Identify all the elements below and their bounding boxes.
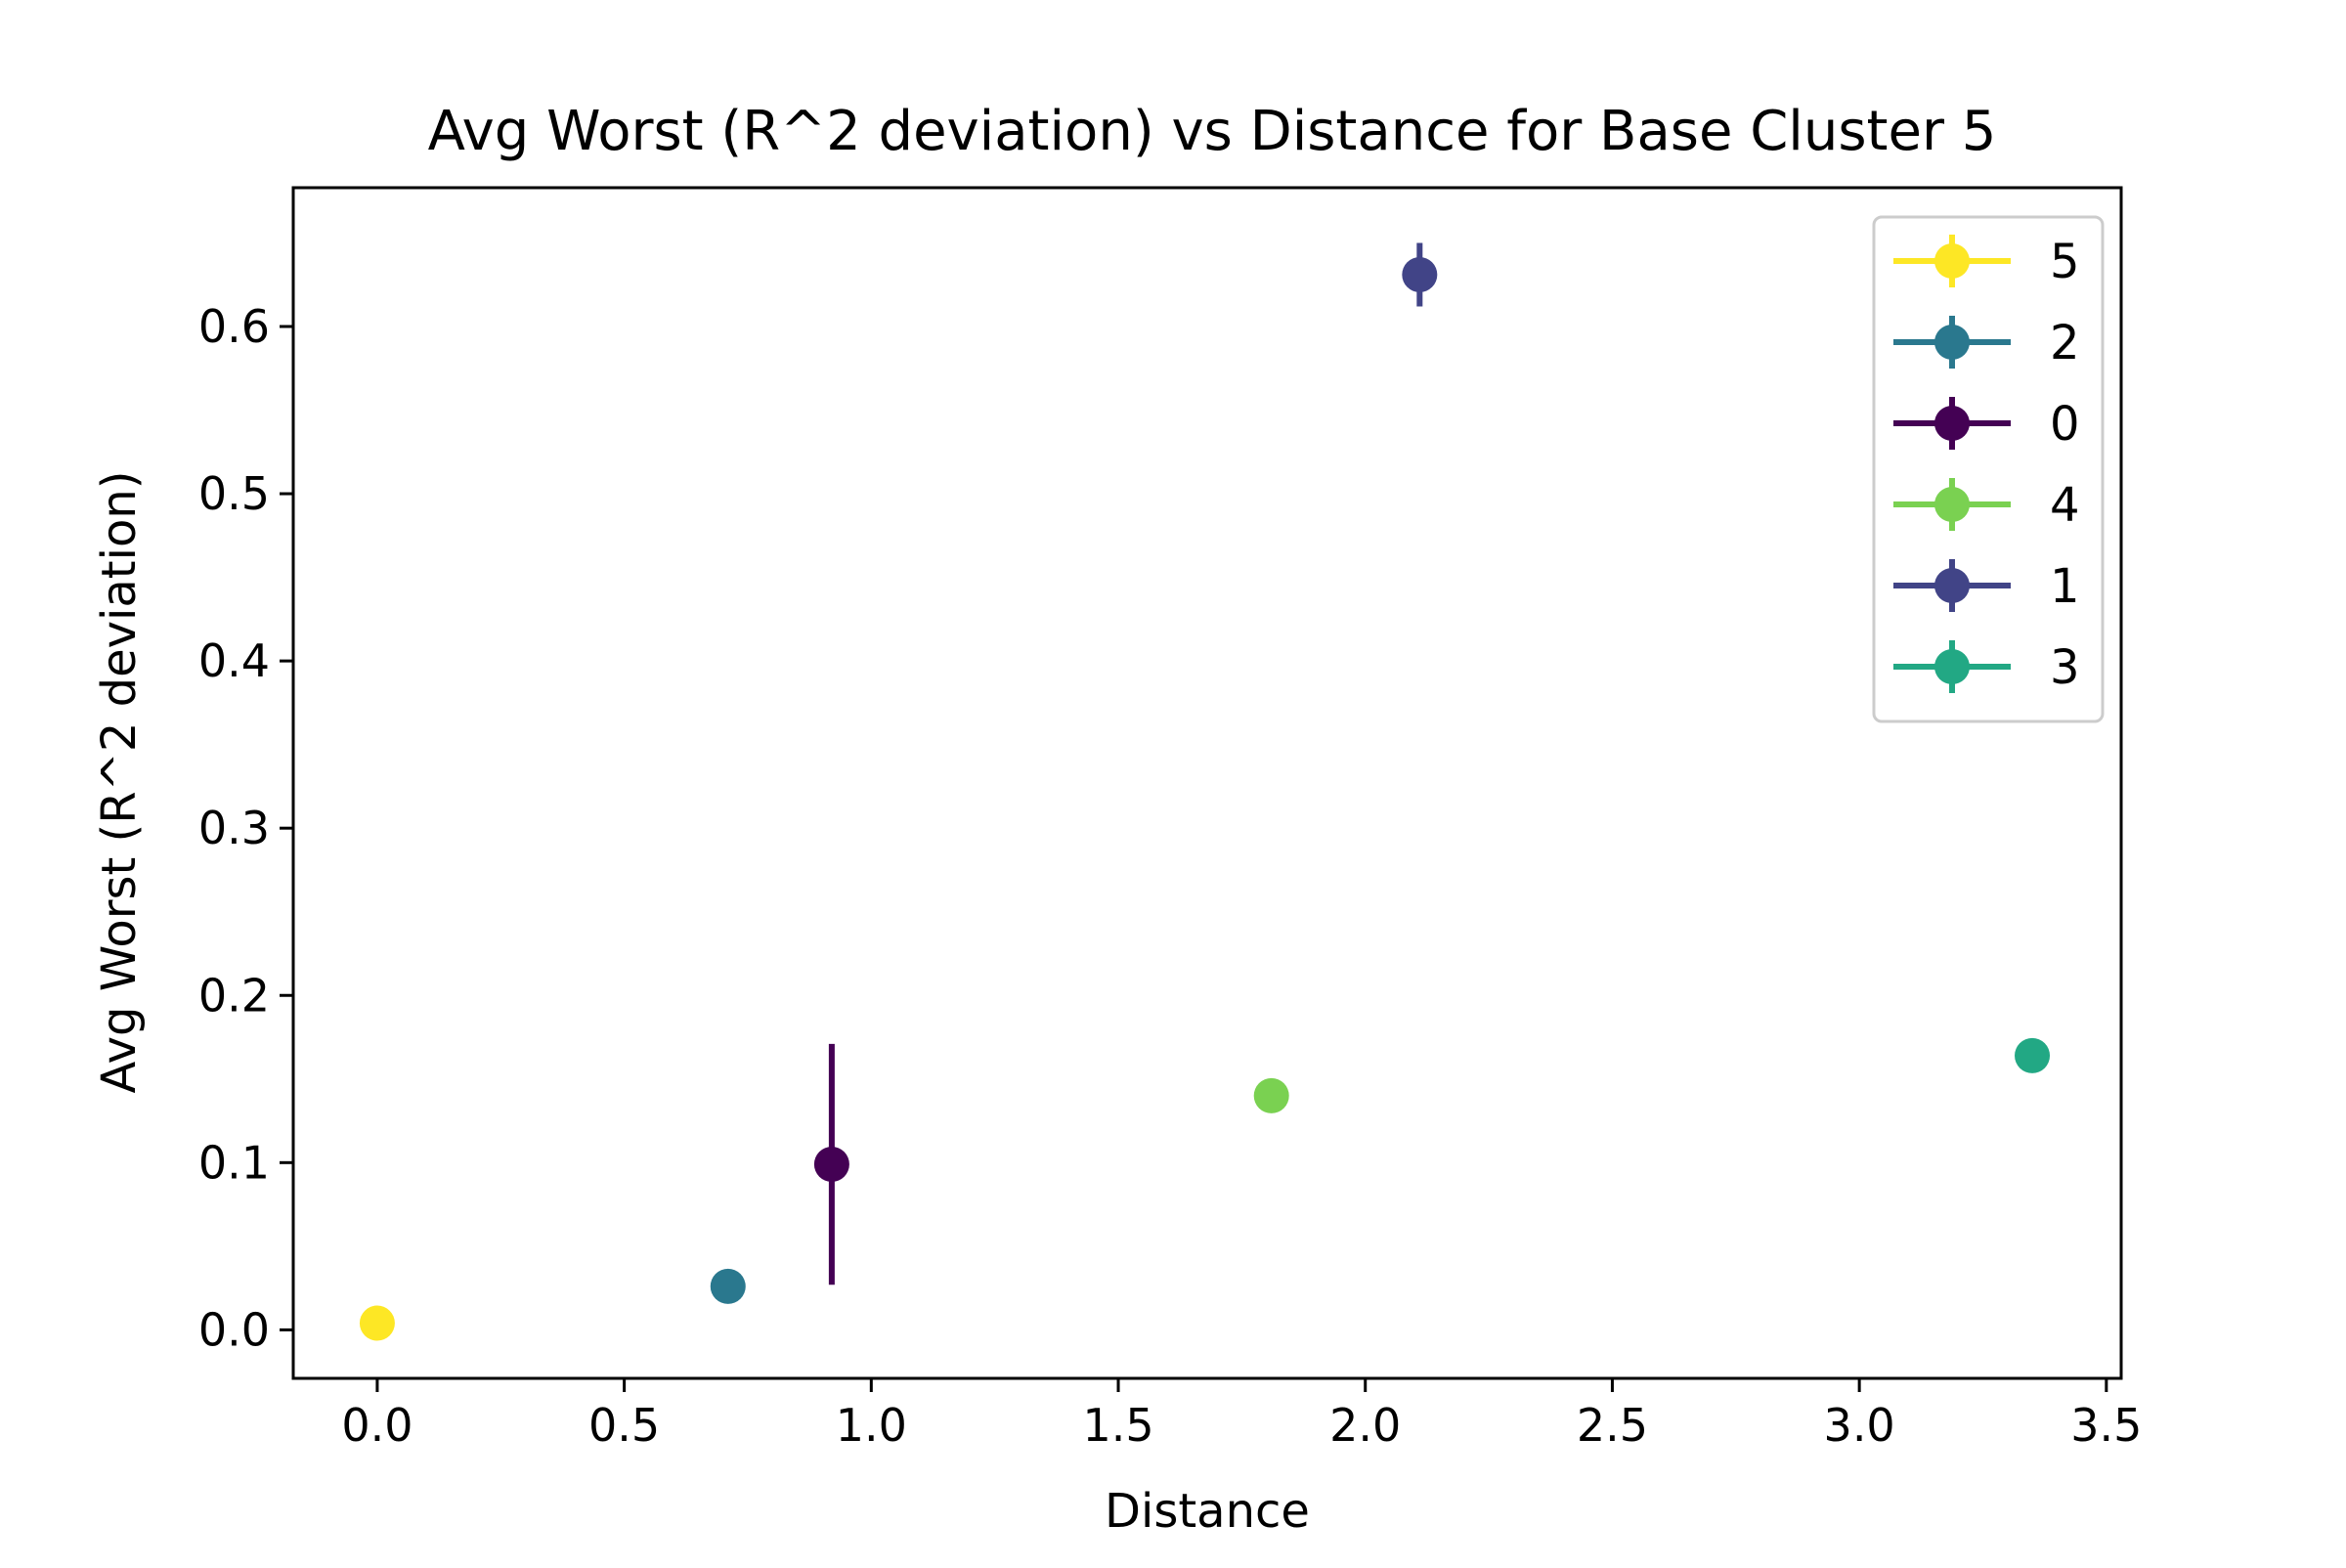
y-axis-label: Avg Worst (R^2 deviation) [92,471,147,1094]
plot-frame [291,186,2123,1380]
data-point-3 [2015,1037,2051,1073]
series-1 [1402,242,1438,307]
data-point-1 [1402,256,1438,292]
y-tick-label: 0.3 [198,802,270,854]
legend-marker [1934,325,1970,360]
legend-item-5: 5 [1893,235,2080,289]
legend: 5 2 0 4 1 3 [1872,215,2105,723]
y-tick-label: 0.2 [198,969,270,1022]
x-axis-label: Distance [1105,1484,1310,1539]
series-2 [710,1268,746,1304]
legend-label: 4 [2050,478,2080,533]
data-point-0 [813,1147,849,1183]
x-tick-label: 2.0 [1329,1399,1401,1452]
legend-marker [1934,649,1970,684]
x-tick-label: 2.5 [1577,1399,1648,1452]
x-tick-label: 0.0 [341,1399,413,1452]
y-tick-label: 0.0 [198,1303,270,1356]
y-tick-label: 0.6 [198,300,270,353]
series-5 [359,1305,395,1341]
series-3 [2015,1037,2051,1073]
legend-item-2: 2 [1893,316,2080,370]
legend-item-4: 4 [1893,478,2080,533]
legend-label: 2 [2050,316,2080,370]
x-tick-label: 1.0 [836,1399,907,1452]
y-axis: 0.0 0.1 0.2 0.3 0.4 0.5 0.6 [198,300,293,1356]
legend-label: 3 [2050,640,2080,695]
y-tick-label: 0.5 [198,467,270,520]
chart-title: Avg Worst (R^2 deviation) vs Distance fo… [428,100,1997,163]
x-tick-label: 1.5 [1082,1399,1153,1452]
legend-marker [1934,243,1970,279]
series-0 [813,1043,849,1285]
legend-item-3: 3 [1893,640,2080,695]
y-tick-label: 0.4 [198,634,270,687]
legend-label: 1 [2050,559,2080,614]
x-axis: 0.0 0.5 1.0 1.5 2.0 2.5 3.0 3.5 [341,1378,2142,1452]
legend-label: 5 [2050,235,2080,289]
y-tick-label: 0.1 [198,1136,270,1189]
legend-marker [1934,568,1970,603]
x-tick-label: 3.5 [2070,1399,2142,1452]
data-point-2 [710,1268,746,1304]
legend-label: 0 [2050,397,2080,452]
series-4 [1253,1077,1289,1113]
x-tick-label: 3.0 [1824,1399,1895,1452]
legend-item-0: 0 [1893,397,2080,452]
legend-marker [1934,406,1970,441]
data-point-5 [359,1305,395,1341]
data-point-4 [1253,1077,1289,1113]
legend-marker [1934,487,1970,522]
x-tick-label: 0.5 [588,1399,660,1452]
plot-area [359,242,2051,1341]
legend-item-1: 1 [1893,559,2080,614]
